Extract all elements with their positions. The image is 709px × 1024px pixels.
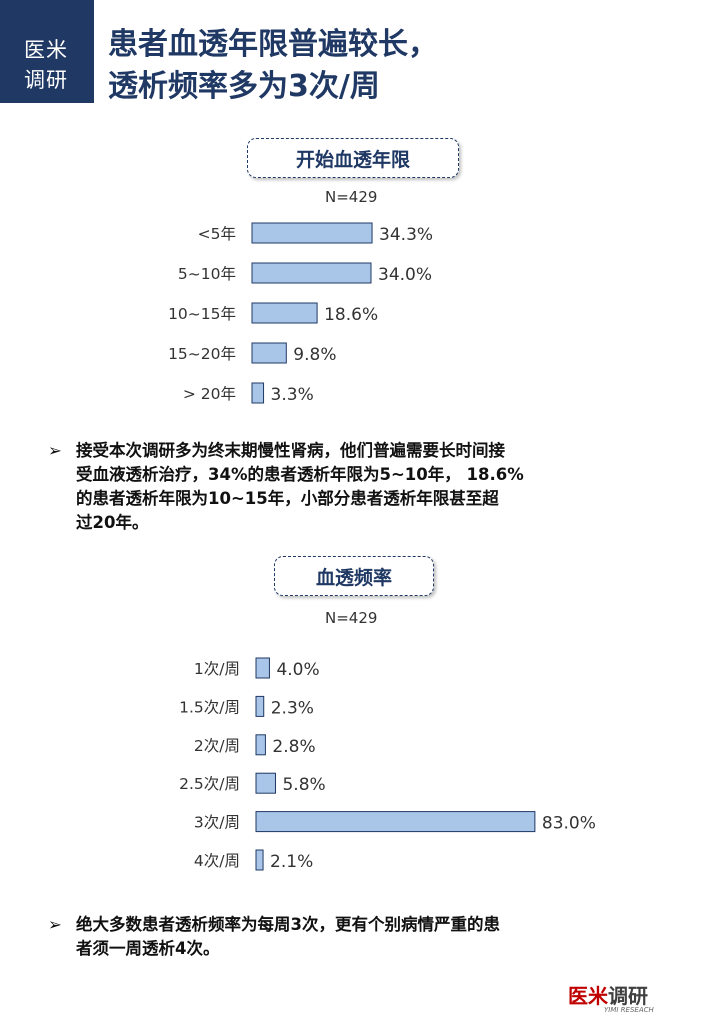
bullet-arrow-icon: ➢ [48, 441, 62, 460]
logo-subtitle: YIMI RESEACH [604, 1006, 654, 1014]
bar [251, 382, 265, 404]
bullet-1-line: 接受本次调研多为终末期慢性肾病，他们普遍需要长时间接 [76, 441, 505, 460]
bar [255, 734, 266, 756]
bar [251, 262, 372, 284]
category-label: 2次/周 [194, 737, 240, 755]
category-label: 10~15年 [168, 305, 236, 323]
logo-text: 医米调研 [568, 980, 678, 1009]
category-label: 4次/周 [194, 852, 240, 870]
category-label: 15~20年 [168, 345, 236, 363]
bar [251, 342, 287, 364]
bar [255, 695, 265, 717]
category-label: 1.5次/周 [179, 698, 240, 716]
value-label: 9.8% [293, 345, 336, 365]
bullet-2-line: 者须一周透析4次。 [76, 939, 220, 958]
category-label: <5年 [198, 225, 236, 243]
bar [255, 811, 536, 833]
chart-1-title-pill: 开始血透年限 [247, 138, 459, 178]
bullet-1-line: 的患者透析年限为10~15年，小部分患者透析年限甚至超 [76, 489, 499, 508]
logo-brand-red: 医米 [568, 984, 608, 1008]
footer-logo: 医米调研 YIMI RESEACH [568, 980, 678, 1020]
bar [255, 772, 276, 794]
value-label: 2.1% [270, 852, 313, 872]
brand-line-2: 调研 [24, 68, 68, 92]
value-label: 83.0% [542, 814, 596, 834]
brand-block: 医米 调研 [0, 0, 94, 103]
chart-2-dialysis-frequency: 1次/周 4.0% 1.5次/周 2.3% 2次/周 2.8% 2.5次/周 5.8% 3次/周… [179, 657, 596, 872]
page-title: 患者血透年限普遍较长， 透析频率多为3次/周 [108, 24, 698, 108]
bullet-2-text: 绝大多数患者透析频率为每周3次，更有个别病情严重的患 者须一周透析4次。 [76, 913, 500, 961]
bullet-2: ➢ 绝大多数患者透析频率为每周3次，更有个别病情严重的患 者须一周透析4次。 [48, 913, 668, 965]
bar [251, 222, 373, 244]
bar [251, 302, 318, 324]
bar [255, 657, 270, 679]
value-label: 2.3% [271, 698, 314, 718]
bullet-1-text: 接受本次调研多为终末期慢性肾病，他们普遍需要长时间接 受血液透析治疗，34%的患… [76, 439, 524, 535]
value-label: 4.0% [276, 660, 319, 680]
bullet-1-line: 过20年。 [76, 513, 149, 532]
title-line-1: 患者血透年限普遍较长， [108, 27, 438, 62]
value-label: 5.8% [282, 775, 325, 795]
value-label: 34.0% [378, 265, 432, 285]
category-label: 1次/周 [194, 660, 240, 678]
bullet-1-line: 受血液透析治疗，34%的患者透析年限为5~10年， 18.6% [76, 465, 524, 484]
chart-1-n-label: N=429 [325, 188, 378, 206]
value-label: 18.6% [324, 305, 378, 325]
value-label: 34.3% [379, 225, 433, 245]
value-label: 2.8% [272, 737, 315, 757]
category-label: > 20年 [183, 385, 236, 403]
value-label: 3.3% [271, 385, 314, 405]
chart-2-title-pill: 血透频率 [274, 556, 434, 596]
chart-1-dialysis-years: <5年 34.3% 5~10年 34.0% 10~15年 18.6% 15~20年 9.8% >… [168, 222, 433, 405]
category-label: 3次/周 [194, 814, 240, 832]
brand-line-1: 医米 [24, 38, 68, 62]
category-label: 5~10年 [178, 265, 236, 283]
bullet-2-line: 绝大多数患者透析频率为每周3次，更有个别病情严重的患 [76, 915, 500, 934]
bullet-1: ➢ 接受本次调研多为终末期慢性肾病，他们普遍需要长时间接 受血液透析治疗，34%… [48, 439, 668, 539]
logo-brand-gray: 调研 [608, 984, 648, 1008]
bar [255, 849, 264, 871]
category-label: 2.5次/周 [179, 775, 240, 793]
bullet-arrow-icon: ➢ [48, 915, 62, 934]
chart-2-n-label: N=429 [325, 609, 378, 627]
title-line-2: 透析频率多为3次/周 [108, 69, 380, 104]
